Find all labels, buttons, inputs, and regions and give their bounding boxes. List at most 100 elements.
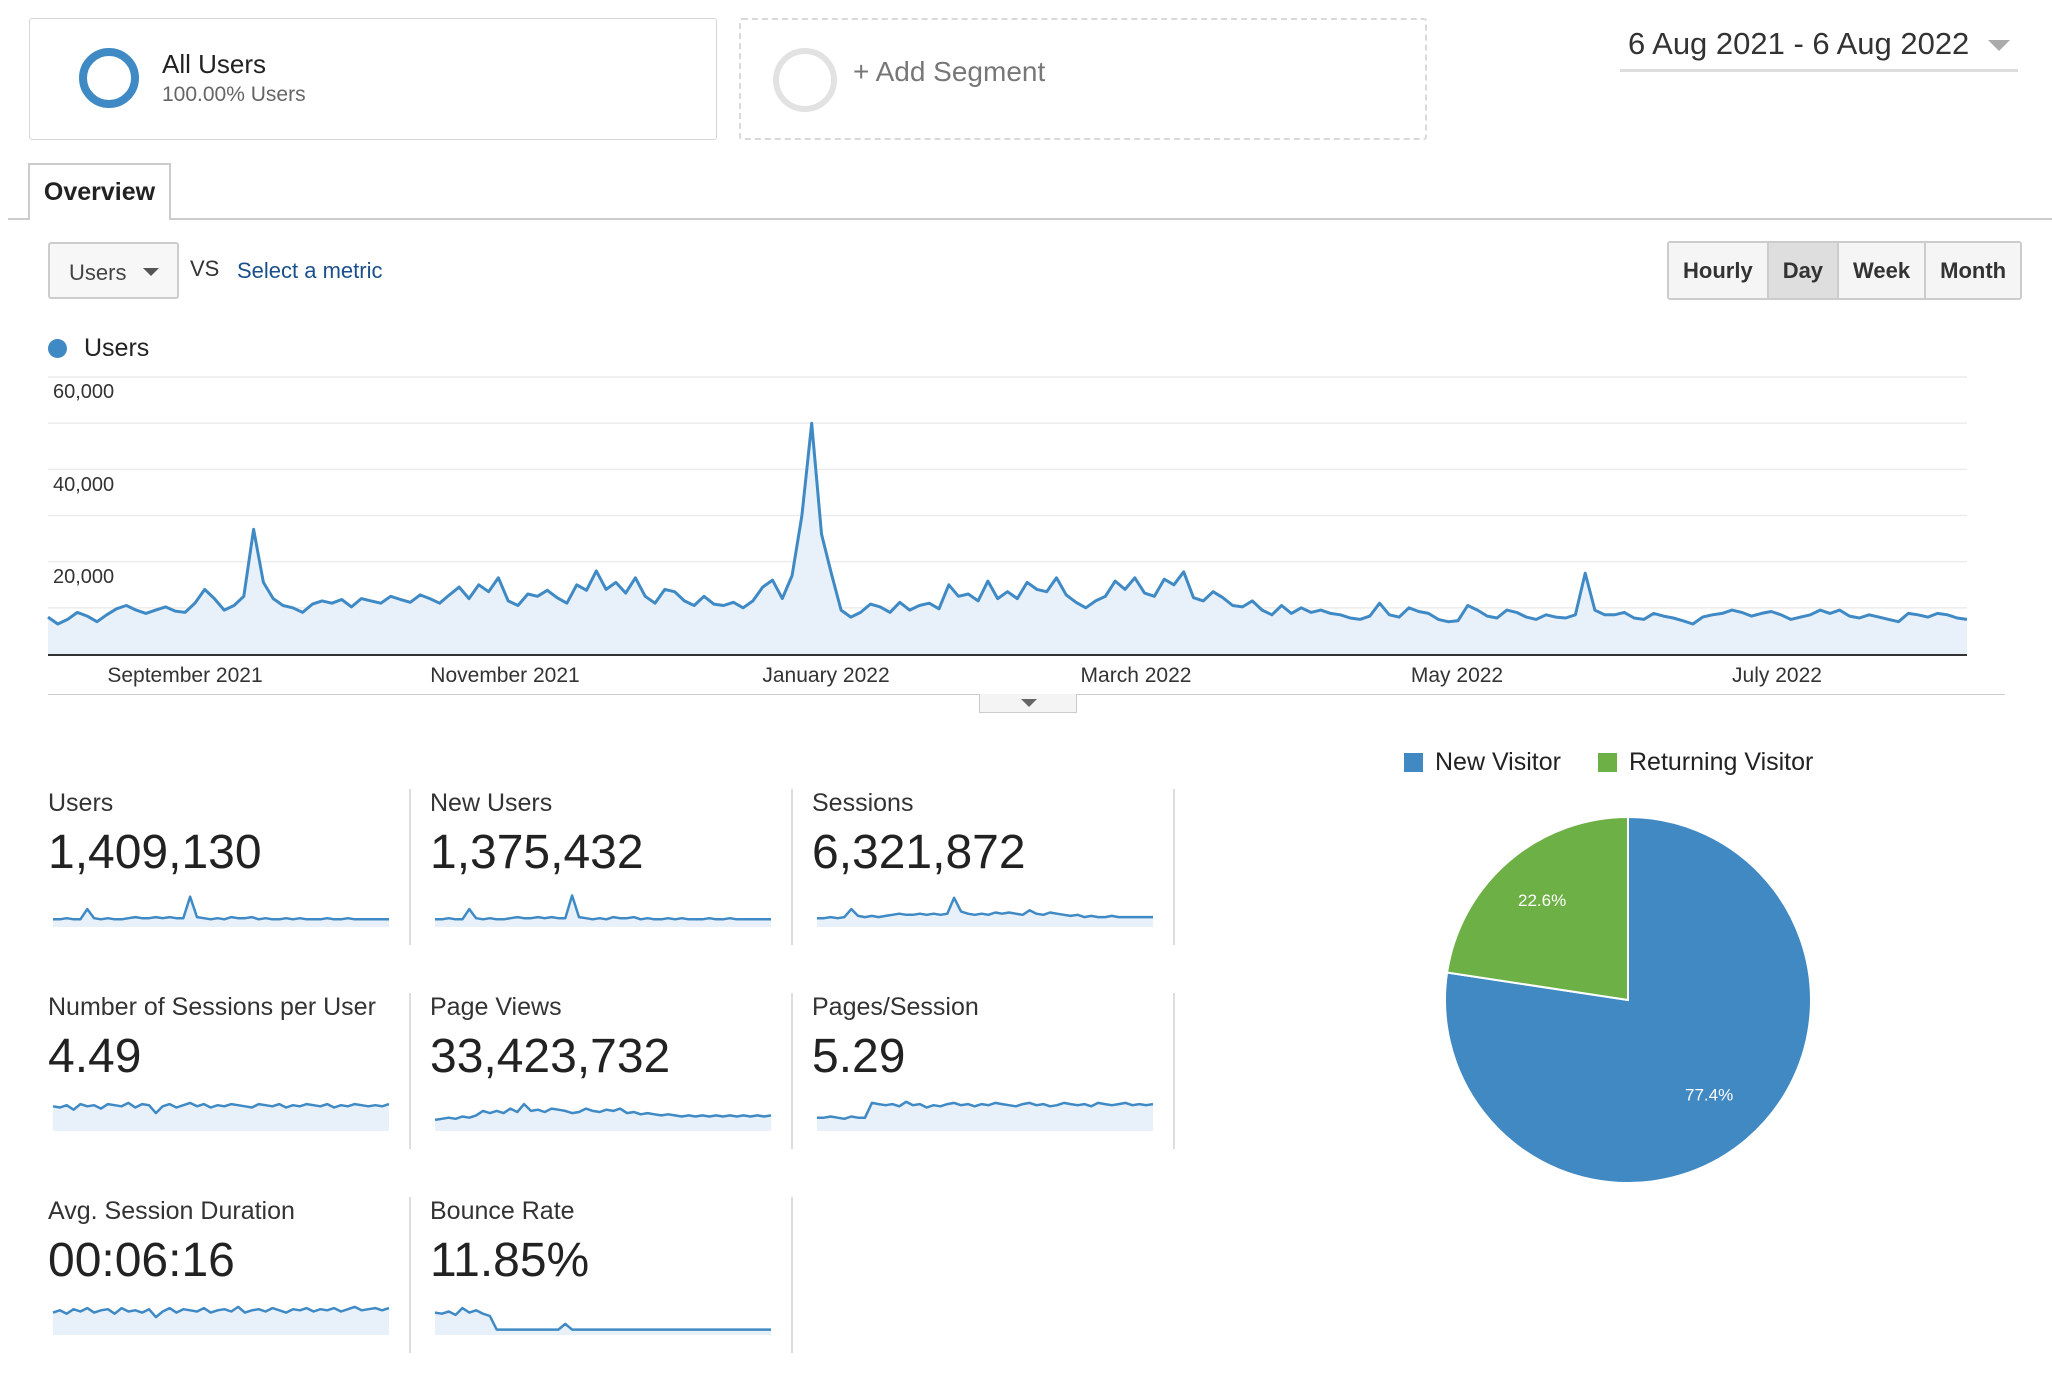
sparkline-fill [53, 896, 389, 927]
users-line-chart [47, 376, 1968, 656]
kpi-tile[interactable]: New Users 1,375,432 [430, 789, 812, 945]
kpi-separator [409, 789, 411, 945]
legend-swatch-icon [1404, 753, 1423, 772]
kpi-separator [409, 993, 411, 1149]
kpi-value: 1,375,432 [430, 826, 644, 879]
kpi-tile[interactable]: Page Views 33,423,732 [430, 993, 812, 1149]
pie-slice-label: 22.6% [1518, 891, 1566, 910]
kpi-value: 33,423,732 [430, 1030, 671, 1083]
kpi-separator [791, 789, 793, 945]
sparkline-line [817, 1100, 1154, 1121]
chevron-down-icon [1988, 40, 2010, 51]
segment-placeholder-ring-icon [773, 48, 837, 112]
kpi-sparkline [434, 1306, 771, 1335]
kpi-value: 11.85% [430, 1234, 590, 1287]
sparkline-fill [53, 1102, 389, 1131]
add-segment-button[interactable]: + Add Segment [739, 18, 1427, 140]
kpi-sparkline [52, 1305, 390, 1335]
kpi-sparkline [53, 895, 389, 927]
vs-label: VS [190, 256, 220, 281]
kpi-separator [409, 1197, 411, 1353]
x-tick-label: March 2022 [1080, 664, 1192, 687]
sparkline-fill [435, 1308, 771, 1335]
kpi-tile[interactable]: Sessions 6,321,872 [812, 789, 1194, 945]
sparkline-fill [53, 1306, 389, 1335]
segment-all-users[interactable]: All Users 100.00% Users [29, 18, 717, 140]
interval-day-button[interactable]: Day [1768, 243, 1840, 298]
sparkline-fill [817, 1101, 1153, 1131]
x-tick-label: January 2022 [762, 664, 890, 687]
legend-label: Users [84, 334, 150, 362]
date-range-text: 6 Aug 2021 - 6 Aug 2022 [1628, 26, 1970, 61]
kpi-tile[interactable]: Users 1,409,130 [48, 789, 430, 945]
kpi-sparkline [817, 896, 1153, 927]
kpi-value: 4.49 [48, 1030, 142, 1083]
sparkline-line [52, 1101, 390, 1115]
interval-month-button[interactable]: Month [1926, 243, 2021, 298]
sparkline-line [817, 896, 1153, 920]
kpi-label: Sessions [812, 789, 914, 817]
x-tick-label: September 2021 [107, 664, 263, 687]
collapse-chart-toggle[interactable] [979, 694, 1077, 713]
pie-legend-item: New Visitor [1404, 748, 1561, 777]
kpi-value: 5.29 [812, 1030, 906, 1083]
pie-slice-returning-visitor[interactable] [1445, 815, 1629, 1002]
segment-ring-icon [79, 48, 139, 108]
kpi-label: New Users [430, 789, 553, 817]
chevron-down-icon [1021, 699, 1037, 707]
pie-legend-item: Returning Visitor [1598, 748, 1813, 777]
interval-week-button[interactable]: Week [1839, 243, 1927, 298]
kpi-tile[interactable]: Pages/Session 5.29 [812, 993, 1194, 1149]
y-tick-label: 20,000 [53, 566, 115, 588]
interval-hourly-button[interactable]: Hourly [1669, 243, 1769, 298]
y-tick-label: 60,000 [53, 381, 115, 403]
x-tick-label: May 2022 [1410, 664, 1504, 687]
metric-dropdown-value: Users [69, 260, 127, 285]
metric-dropdown[interactable]: Users [48, 242, 179, 299]
sparkline-line [53, 895, 389, 921]
segment-subtitle: 100.00% Users [162, 83, 306, 106]
sparkline-line [434, 1102, 772, 1122]
kpi-sparkline [817, 1100, 1154, 1131]
kpi-label: Number of Sessions per User [48, 993, 376, 1021]
kpi-tile[interactable]: Bounce Rate 11.85% [430, 1197, 812, 1353]
kpi-separator [791, 1197, 793, 1353]
sparkline-fill [435, 1104, 771, 1131]
pie-slice-label: 77.4% [1685, 1085, 1733, 1104]
legend-swatch-icon [1598, 753, 1617, 772]
kpi-value: 00:06:16 [48, 1234, 235, 1287]
y-tick-label: 40,000 [53, 474, 115, 496]
date-range-picker[interactable]: 6 Aug 2021 - 6 Aug 2022 [1620, 24, 2018, 72]
x-tick-label: July 2022 [1732, 664, 1822, 687]
sparkline-line [435, 894, 771, 921]
tab-overview[interactable]: Overview [28, 163, 171, 220]
chevron-down-icon [143, 268, 159, 276]
kpi-tile[interactable]: Number of Sessions per User 4.49 [48, 993, 430, 1149]
kpi-separator [1173, 789, 1175, 945]
kpi-label: Pages/Session [812, 993, 979, 1021]
kpi-label: Avg. Session Duration [48, 1197, 295, 1225]
legend-dot-icon [48, 339, 67, 358]
kpi-label: Bounce Rate [430, 1197, 575, 1225]
kpi-separator [1173, 993, 1175, 1149]
x-tick-label: November 2021 [430, 664, 580, 687]
kpi-sparkline [434, 1102, 772, 1131]
kpi-label: Page Views [430, 993, 562, 1021]
tab-strip-divider [8, 218, 2052, 220]
sparkline-line [52, 1305, 390, 1319]
pie-legend-label: Returning Visitor [1629, 748, 1814, 776]
kpi-label: Users [48, 789, 114, 817]
sparkline-fill [817, 897, 1153, 927]
users-series-line [47, 421, 1968, 626]
kpi-separator [791, 993, 793, 1149]
pie-legend-label: New Visitor [1435, 748, 1561, 776]
kpi-value: 1,409,130 [48, 826, 262, 879]
interval-selector: Hourly Day Week Month [1667, 241, 2023, 300]
add-segment-label: + Add Segment [853, 56, 1046, 87]
kpi-sparkline [435, 894, 771, 927]
select-metric-link[interactable]: Select a metric [237, 258, 383, 283]
sparkline-fill [435, 895, 771, 927]
kpi-tile[interactable]: Avg. Session Duration 00:06:16 [48, 1197, 430, 1353]
kpi-value: 6,321,872 [812, 826, 1026, 879]
sparkline-line [434, 1306, 771, 1331]
